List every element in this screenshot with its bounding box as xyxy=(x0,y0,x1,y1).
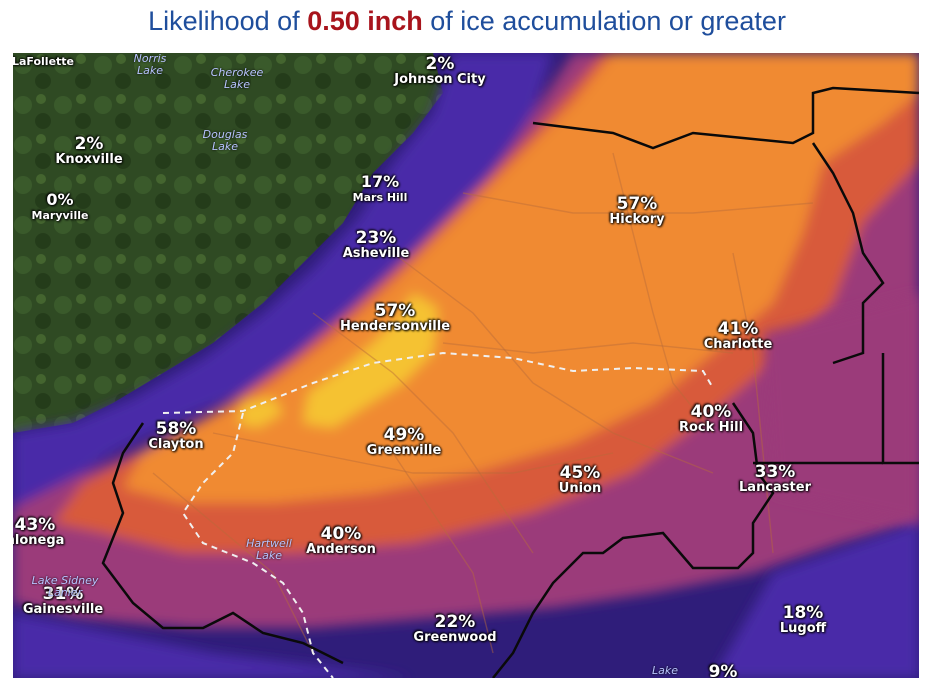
lake-douglas: Douglas Lake xyxy=(202,128,248,153)
city-dahlonega: 43% hlonega xyxy=(13,515,65,548)
city-mars-hill: 17% Mars Hill xyxy=(352,172,408,205)
title-prefix: Likelihood of xyxy=(148,6,308,36)
zone-terrain xyxy=(13,53,443,433)
city-charlotte: 41% Charlotte xyxy=(703,319,773,352)
roads xyxy=(152,152,814,654)
dashed-border xyxy=(162,351,714,678)
lake-cherokee: Cherokee Lake xyxy=(210,66,264,91)
city-lugoff: 18% Lugoff xyxy=(779,603,827,636)
lake-lanier: Lake Sidney Lanier xyxy=(31,574,99,599)
city-anderson: 40% Anderson xyxy=(306,524,376,557)
city-bottom-edge: 9% xyxy=(708,662,738,678)
city-knoxville: 2% Knoxville xyxy=(55,134,123,167)
city-union: 45% Union xyxy=(558,463,602,496)
city-greenwood: 22% Greenwood xyxy=(413,612,497,645)
lake-hartwell: Hartwell Lake xyxy=(246,537,292,562)
ice-probability-map: LaFollette 2% Johnson City 2% Knoxville … xyxy=(13,53,919,678)
city-asheville: 23% Asheville xyxy=(342,228,410,261)
map-title: Likelihood of 0.50 inch of ice accumulat… xyxy=(0,6,934,37)
map-graphics xyxy=(13,53,919,678)
city-lancaster: 33% Lancaster xyxy=(739,462,811,495)
state-borders xyxy=(101,86,919,678)
city-maryville: 0% Maryville xyxy=(31,190,89,223)
title-highlight: 0.50 inch xyxy=(307,6,423,36)
city-johnson-city: 2% Johnson City xyxy=(394,54,486,87)
city-hendersonville: 57% Hendersonville xyxy=(339,301,451,334)
zone-yellow xyxy=(303,293,438,428)
city-gainesville: 31% Gainesville xyxy=(22,584,104,617)
city-lafollette: LaFollette xyxy=(13,55,75,68)
city-greenville: 49% Greenville xyxy=(366,425,442,458)
title-suffix: of ice accumulation or greater xyxy=(422,6,786,36)
city-hickory: 57% Hickory xyxy=(609,194,665,227)
city-clayton: 58% Clayton xyxy=(148,419,204,452)
lake-bottom: Lake xyxy=(651,664,679,677)
zone-purple xyxy=(13,53,553,513)
city-rock-hill: 40% Rock Hill xyxy=(678,402,744,435)
lake-norris: Norris Lake xyxy=(133,53,167,77)
